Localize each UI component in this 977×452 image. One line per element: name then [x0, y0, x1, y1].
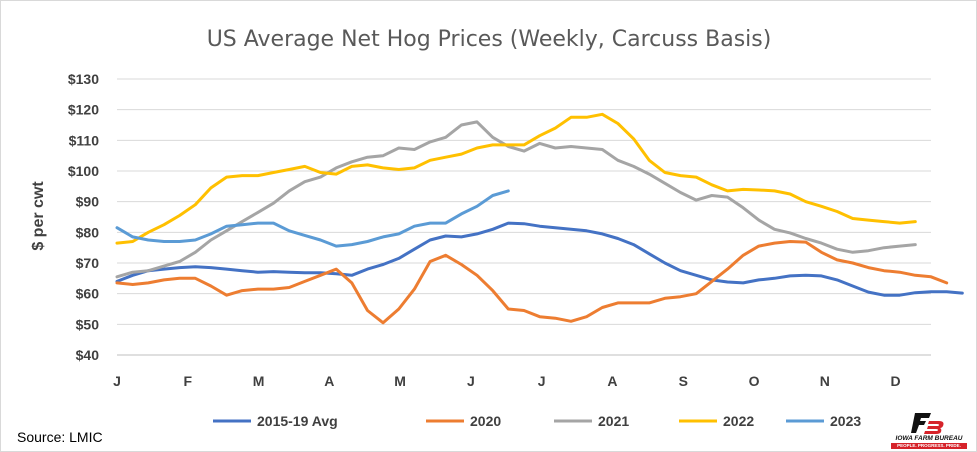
y-tick-labels: $40 $50 $60 $70 $80 $90 $100 $110 $120 $130: [68, 71, 99, 363]
x-tick-label: N: [820, 373, 830, 389]
iowa-farm-bureau-logo: IOWA FARM BUREAU PEOPLE. PROGRESS. PRIDE…: [889, 411, 969, 449]
y-tick-label: $70: [76, 255, 100, 271]
series-line-2023: [115, 189, 510, 248]
x-tick-label: A: [607, 373, 617, 389]
y-tick-label: $100: [68, 163, 99, 179]
y-tick-label: $60: [76, 286, 100, 302]
x-tick-label: M: [253, 373, 265, 389]
y-tick-label: $130: [68, 71, 99, 87]
y-tick-label: $50: [76, 316, 100, 332]
x-tick-label: F: [184, 373, 193, 389]
y-tick-label: $80: [76, 224, 100, 240]
y-axis-label: $ per cwt: [30, 181, 47, 251]
series-line-2015-19-avg: [115, 221, 964, 297]
series-lines: [115, 112, 964, 325]
x-tick-label: J: [538, 373, 546, 389]
source-note: Source: LMIC: [17, 429, 103, 445]
gridlines: [117, 78, 931, 356]
x-tick-label: J: [467, 373, 475, 389]
y-tick-label: $110: [69, 132, 100, 148]
legend-label: 2023: [830, 413, 861, 429]
chart-title: US Average Net Hog Prices (Weekly, Carcu…: [207, 27, 772, 52]
x-tick-label: A: [324, 373, 334, 389]
x-tick-label: S: [679, 373, 688, 389]
x-tick-label: D: [891, 373, 901, 389]
legend-label: 2015-19 Avg: [257, 413, 338, 429]
legend-label: 2022: [723, 413, 754, 429]
legend-label: 2021: [598, 413, 629, 429]
series-line-2020: [115, 240, 949, 325]
legend-label: 2020: [470, 413, 501, 429]
y-tick-label: $40: [76, 347, 100, 363]
x-tick-label: M: [394, 373, 406, 389]
series-line-2022: [115, 112, 917, 245]
x-tick-label: J: [113, 373, 121, 389]
y-tick-label: $90: [76, 194, 100, 210]
y-tick-label: $120: [68, 102, 99, 118]
legend: 2015-19 Avg 2020 2021 2022 2023: [213, 413, 861, 429]
x-tick-label: O: [749, 373, 760, 389]
series-line-2021: [115, 120, 917, 279]
farm-bureau-fb-icon: [911, 413, 944, 434]
